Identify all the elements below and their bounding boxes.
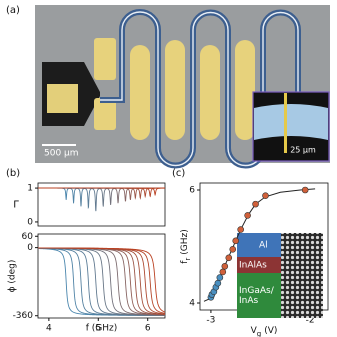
phase-curve [38,247,165,316]
inset-label: InGaAs/ [239,286,275,296]
x-tick-label: -2 [306,316,315,326]
axis-label-part: f [180,260,190,264]
axis-label-part: (GHz) [180,229,190,255]
y-tick-label: -360 [13,311,34,321]
y-axis-label: ϕ (deg) [8,260,18,293]
panel-label: (b) [6,168,20,179]
x-tick-label: 6 [145,324,151,334]
scale-bar-label: 25 µm [290,146,316,155]
phase-curve [38,247,165,316]
inset-label: Al [259,241,268,251]
x-tick-label: 5 [95,324,101,334]
data-point [252,200,259,208]
phase-curve [37,248,165,316]
y-tick-label: 0 [27,217,33,227]
y-tick-label: 1 [27,184,33,194]
data-point [221,262,229,270]
axis-label-part: g [257,330,261,337]
x-axis-label: f (GHz) [86,324,118,334]
phase-curve [38,247,166,316]
data-point [225,254,233,262]
plot-frame [37,233,166,319]
y-tick-label: 4 [189,298,195,308]
data-point [232,237,240,245]
x-tick-label: -3 [206,316,215,326]
phase-curve [38,247,166,313]
data-point [301,186,309,194]
y-tick-label: 6 [189,186,195,196]
phase-curve [38,247,166,316]
phase-curve [37,247,165,316]
data-point [216,274,224,281]
data-point [262,192,269,199]
inset-label: InAs [239,296,259,306]
data-point [214,279,222,287]
axis-label: Vg (V) [251,326,278,337]
reflection-curve [38,187,165,197]
y-tick-label: 60 [22,232,34,242]
phase-curve [38,247,165,316]
inset-layer [237,273,281,318]
phase-curve [38,247,165,316]
scale-bar-label: 500 µm [44,149,79,159]
y-tick-label: 0 [27,243,33,253]
inset-layer [237,257,281,273]
axis-label-part: r [184,258,192,261]
micrograph: (a) 500 µm 25 µm [6,5,330,169]
phase-curve [38,247,166,316]
data-point [229,246,237,253]
data-point [237,226,244,233]
axis-label-part: V [251,326,258,336]
y-axis-label: Γ [13,200,19,211]
inset-label: InAlAs [239,261,267,271]
inset-layer [237,233,281,257]
axis-label-part: (V) [264,326,277,336]
panel-label: (a) [6,5,20,16]
phase-curve [38,247,166,316]
data-point [244,212,251,219]
phase-curve [38,247,165,316]
axis-label: fr (GHz) [180,229,193,264]
phase-curve [38,247,166,315]
inset-lattice [281,233,323,318]
panel-label: (c) [172,168,185,179]
phase-curve [38,247,166,315]
plot-frame [37,182,166,227]
data-point [219,268,227,276]
x-tick-label: 4 [46,324,52,334]
phase-curve [38,247,166,314]
